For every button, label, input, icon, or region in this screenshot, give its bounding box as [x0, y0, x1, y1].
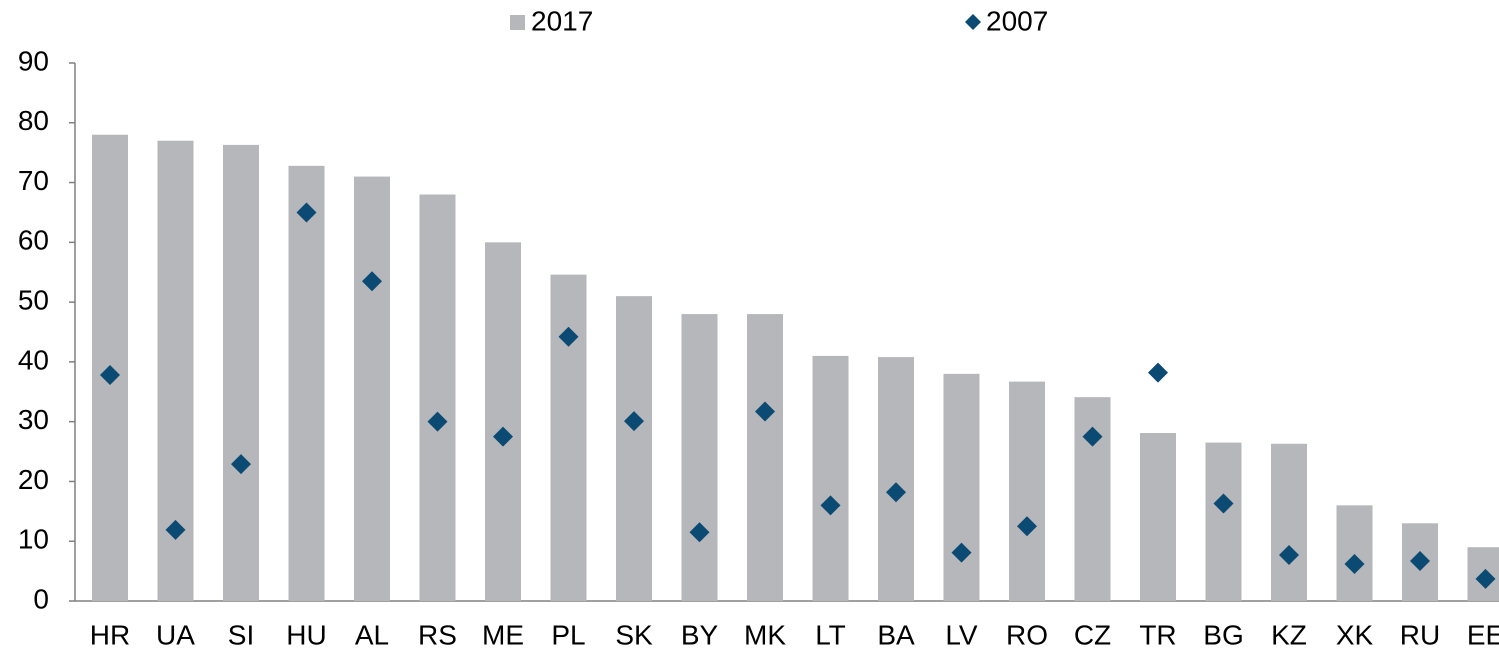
- marker: [886, 482, 906, 503]
- bar: [616, 296, 652, 601]
- legend-label: 2017: [531, 5, 593, 36]
- bar: [1205, 442, 1242, 601]
- bar: [354, 176, 390, 602]
- marker: [820, 495, 841, 516]
- y-tick-label: 30: [18, 404, 49, 435]
- marker: [1017, 516, 1037, 537]
- bar: [1140, 433, 1176, 601]
- marker: [951, 542, 972, 563]
- y-tick-label: 40: [18, 344, 49, 375]
- x-tick-label: ME: [482, 619, 524, 650]
- x-tick-label: SK: [615, 619, 653, 650]
- y-tick-label: 10: [18, 524, 49, 555]
- x-tick-label: AL: [355, 619, 389, 650]
- x-tick-label: KZ: [1271, 619, 1307, 650]
- marker: [165, 519, 186, 540]
- bar: [1009, 381, 1045, 601]
- marker: [755, 401, 775, 422]
- x-tick-label: RU: [1400, 619, 1440, 650]
- legend-marker: [965, 14, 981, 30]
- bar: [288, 165, 325, 601]
- y-tick-label: 20: [18, 464, 49, 495]
- bar: [878, 357, 914, 601]
- x-tick-label: HR: [90, 619, 130, 650]
- x-tick-label: BY: [681, 619, 719, 650]
- x-tick-label: BA: [877, 619, 915, 650]
- marker: [1213, 493, 1234, 514]
- marker: [558, 326, 579, 347]
- marker: [1344, 553, 1365, 574]
- x-tick-label: CZ: [1074, 619, 1111, 650]
- marker: [100, 365, 120, 386]
- bar: [485, 242, 521, 602]
- x-tick-label: MK: [744, 619, 786, 650]
- x-tick-label: UA: [156, 619, 195, 650]
- x-tick-label: LV: [945, 619, 977, 650]
- bar: [943, 373, 980, 601]
- marker: [689, 522, 710, 543]
- legend-marker: [510, 15, 525, 30]
- marker: [362, 271, 382, 292]
- bar: [1271, 443, 1307, 601]
- y-tick-label: 70: [18, 165, 49, 196]
- bar: [419, 194, 456, 601]
- bar: [1336, 505, 1373, 601]
- legend-label: 2007: [986, 5, 1048, 36]
- marker: [493, 426, 513, 447]
- y-tick-label: 80: [18, 105, 49, 136]
- marker: [231, 454, 251, 475]
- x-tick-label: BG: [1203, 619, 1243, 650]
- y-tick-label: 90: [18, 45, 49, 76]
- x-tick-label: RO: [1006, 619, 1048, 650]
- x-tick-label: HU: [286, 619, 326, 650]
- y-tick-label: 50: [18, 285, 49, 316]
- bar: [812, 355, 849, 601]
- x-tick-label: XK: [1336, 619, 1374, 650]
- marker: [1475, 568, 1496, 589]
- y-tick-label: 0: [33, 583, 49, 614]
- marker: [1410, 550, 1430, 571]
- marker: [427, 411, 448, 432]
- x-tick-label: SI: [228, 619, 254, 650]
- bar: [747, 314, 783, 601]
- marker: [624, 411, 644, 432]
- marker: [1279, 544, 1299, 565]
- x-tick-label: TR: [1139, 619, 1176, 650]
- bar: [223, 144, 259, 601]
- y-tick-label: 60: [18, 225, 49, 256]
- x-tick-label: LT: [815, 619, 846, 650]
- bar: [550, 274, 587, 601]
- x-tick-label: PL: [551, 619, 585, 650]
- x-tick-label: RS: [418, 619, 457, 650]
- bar: [681, 314, 718, 601]
- marker: [296, 202, 317, 223]
- marker: [1082, 426, 1103, 447]
- marker: [1148, 362, 1168, 383]
- x-tick-label: EE: [1467, 619, 1499, 650]
